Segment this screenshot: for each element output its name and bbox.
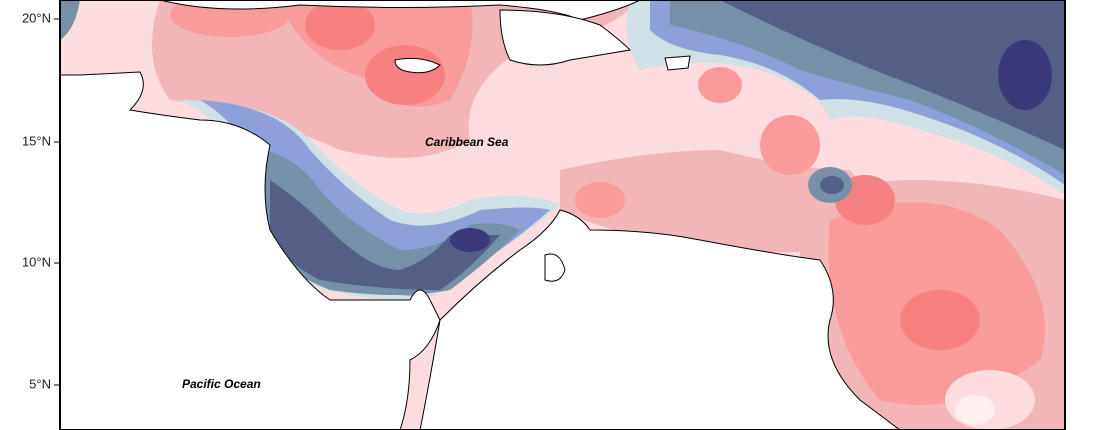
contour-field	[60, 0, 1065, 430]
lat-label: 10°N	[22, 254, 51, 269]
sea-label: Caribbean Sea	[425, 135, 509, 149]
lat-label: 5°N	[29, 376, 51, 391]
ocean-label: Pacific Ocean	[182, 377, 261, 391]
map-frame	[59, 0, 1066, 430]
lat-label: 20°N	[22, 10, 51, 25]
lat-label: 15°N	[22, 133, 51, 148]
latitude-axis: 20°N 15°N 10°N 5°N	[22, 10, 60, 391]
